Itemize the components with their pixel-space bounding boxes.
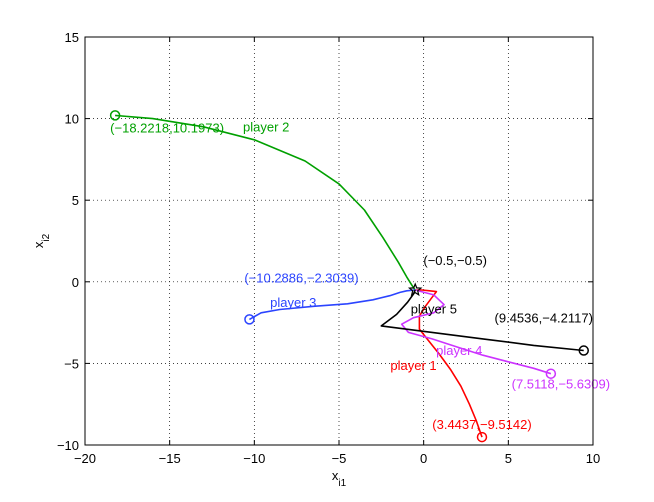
player-3-start-label: (−10.2886,−2.3039): [244, 270, 358, 285]
x-tick-label: 0: [420, 451, 427, 466]
player-4-trajectory: [400, 289, 552, 375]
player-1-label: player 1: [390, 358, 436, 373]
player-5-start-marker: [578, 345, 589, 356]
player-5-label: player 5: [411, 302, 457, 317]
x-tick-label: −5: [332, 451, 347, 466]
equilibrium-star-marker: [407, 282, 423, 297]
y-axis-label: xi2: [31, 233, 52, 248]
y-tick-label: −5: [64, 356, 79, 371]
x-tick-label: −20: [74, 451, 96, 466]
player-3-label: player 3: [270, 295, 316, 310]
player-4-start-label: (7.5118,−5.6309): [512, 377, 610, 392]
player-2-label: player 2: [243, 120, 289, 135]
player-3-start-marker: [244, 314, 255, 325]
x-tick-label: 5: [505, 451, 512, 466]
y-tick-label: 15: [65, 30, 79, 45]
y-tick-label: 10: [65, 112, 79, 127]
player-2-start-label: (−18.2218,10.1973): [110, 120, 224, 135]
series-layer: [115, 114, 584, 438]
player-2-start-marker: [109, 110, 121, 121]
markers-layer: [109, 110, 589, 443]
player-4-label: player 4: [436, 343, 482, 358]
y-tick-label: 0: [72, 275, 79, 290]
player-1-trajectory: [415, 289, 483, 438]
player-2-trajectory: [115, 114, 416, 291]
player-1-start-marker: [476, 431, 488, 443]
player-3-trajectory: [249, 289, 416, 321]
grid-lines: [85, 37, 593, 445]
labels-layer: (3.4437,−9.5142) (−18.2218,10.1973) (−10.2…: [110, 120, 610, 432]
player-5-trajectory: [380, 289, 584, 352]
equilibrium-label: (−0.5,−0.5): [423, 253, 487, 268]
player-5-start-label: (9.4536,−4.2117): [495, 311, 593, 326]
x-axis-label: xi1: [332, 468, 347, 489]
player-1-start-label: (3.4437,−9.5142): [432, 417, 531, 432]
ticks-layer: −20 −15 −10 −5 0 5 10 −10 −5 0 5 10 15: [57, 30, 600, 466]
y-tick-label: 5: [72, 193, 79, 208]
x-tick-label: −10: [243, 451, 265, 466]
y-tick-label: −10: [57, 438, 79, 453]
player-4-start-marker: [545, 368, 557, 379]
x-tick-label: −15: [159, 451, 181, 466]
x-tick-label: 10: [586, 451, 600, 466]
